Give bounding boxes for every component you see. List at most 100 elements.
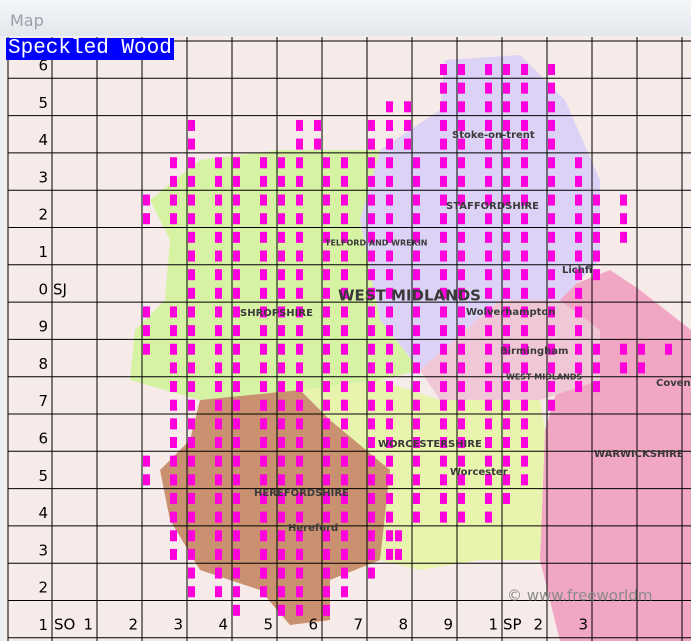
record-mark: [386, 325, 393, 337]
record-mark: [233, 381, 240, 393]
record-mark: [440, 175, 447, 187]
record-mark: [386, 362, 393, 374]
record-mark: [440, 250, 447, 262]
record-mark: [548, 231, 555, 243]
record-mark: [458, 119, 465, 131]
record-mark: [503, 325, 510, 337]
record-mark: [413, 474, 420, 486]
record-mark: [323, 567, 330, 579]
record-mark: [440, 306, 447, 318]
record-mark: [170, 175, 177, 187]
record-mark: [521, 287, 528, 299]
record-mark: [215, 213, 222, 225]
record-mark: [548, 269, 555, 281]
record-mark: [233, 306, 240, 318]
record-mark: [503, 455, 510, 467]
record-mark: [386, 231, 393, 243]
record-mark: [260, 437, 267, 448]
record-mark: [521, 343, 528, 355]
record-mark: [548, 138, 555, 150]
record-mark: [323, 325, 330, 337]
record-mark: [323, 381, 330, 393]
record-mark: [233, 567, 240, 579]
record-mark: [215, 362, 222, 374]
record-mark: [548, 213, 555, 225]
record-mark: [188, 213, 195, 225]
record-mark: [188, 231, 195, 243]
place-name: WEST MIDLANDS: [338, 287, 481, 305]
record-mark: [170, 213, 177, 225]
record-mark: [278, 325, 285, 337]
place-name: STAFFORDSHIRE: [446, 201, 539, 212]
record-mark: [503, 213, 510, 225]
record-mark: [404, 138, 411, 150]
record-mark: [260, 194, 267, 206]
record-mark: [233, 343, 240, 355]
record-mark: [341, 362, 348, 374]
record-mark: [296, 511, 303, 523]
record-mark: [278, 455, 285, 467]
record-mark: [233, 586, 240, 598]
record-mark: [260, 213, 267, 225]
record-mark: [413, 213, 420, 225]
record-mark: [485, 343, 492, 355]
record-mark: [440, 455, 447, 467]
record-mark: [386, 492, 393, 504]
record-mark: [296, 474, 303, 486]
record-mark: [521, 119, 528, 131]
record-mark: [215, 567, 222, 579]
record-mark: [413, 399, 420, 411]
row-label: 0: [38, 280, 48, 298]
record-mark: [170, 474, 177, 486]
record-mark: [215, 306, 222, 318]
record-mark: [575, 213, 582, 225]
record-mark: [188, 269, 195, 281]
row-label: 4: [38, 131, 48, 149]
record-mark: [386, 287, 393, 299]
record-mark: [413, 325, 420, 337]
record-mark: [278, 530, 285, 542]
record-mark: [503, 64, 510, 75]
record-mark: [503, 474, 510, 486]
record-mark: [485, 231, 492, 243]
record-mark: [593, 343, 600, 355]
record-mark: [170, 381, 177, 393]
record-mark: [413, 362, 420, 374]
record-mark: [170, 325, 177, 337]
record-mark: [323, 157, 330, 169]
record-mark: [458, 362, 465, 374]
record-mark: [233, 548, 240, 560]
record-mark: [170, 399, 177, 411]
record-mark: [458, 250, 465, 262]
record-mark: [548, 343, 555, 355]
grid: [7, 37, 691, 641]
col-label: 4: [218, 616, 228, 634]
record-mark: [440, 194, 447, 206]
row-label: 2: [38, 579, 48, 597]
record-mark: [503, 287, 510, 299]
record-mark: [521, 381, 528, 393]
row-label: 2: [38, 206, 48, 224]
record-mark: [548, 306, 555, 318]
record-mark: [233, 437, 240, 448]
record-mark: [386, 138, 393, 150]
record-mark: [296, 399, 303, 411]
place-name: © www.freeworldm: [507, 587, 652, 605]
record-mark: [143, 325, 150, 337]
record-mark: [575, 362, 582, 374]
record-mark: [440, 119, 447, 131]
record-mark: [215, 325, 222, 337]
record-mark: [575, 250, 582, 262]
record-mark: [323, 175, 330, 187]
record-mark: [233, 474, 240, 486]
record-mark: [368, 474, 375, 486]
record-mark: [323, 250, 330, 262]
record-mark: [188, 548, 195, 560]
record-mark: [368, 231, 375, 243]
row-label: 7: [38, 392, 48, 410]
record-mark: [503, 157, 510, 169]
record-mark: [233, 530, 240, 542]
record-mark: [341, 250, 348, 262]
place-name: Birmingham: [500, 346, 568, 357]
record-mark: [368, 511, 375, 523]
